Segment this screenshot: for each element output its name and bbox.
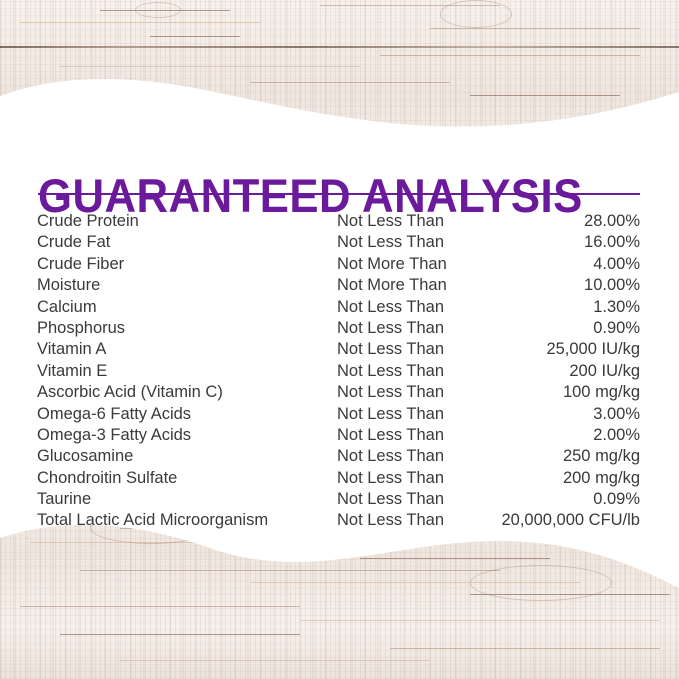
qualifier-label: Not Less Than [337,340,445,359]
table-row: Crude Fat Not Less Than 16.00% [0,232,679,253]
table-row: Total Lactic Acid Microorganism Not Less… [0,510,679,531]
nutrient-label: Total Lactic Acid Microorganism [37,511,269,530]
qualifier-label: Not Less Than [337,361,445,380]
table-row: Moisture Not More Than 10.00% [0,275,679,296]
wood-grain [80,570,500,571]
nutrient-label: Calcium [37,297,97,316]
plank-seam [0,46,679,48]
table-row: Taurine Not Less Than 0.09% [0,489,679,510]
value-label: 0.09% [593,490,640,509]
value-label: 200 mg/kg [562,468,640,487]
qualifier-label: Not Less Than [337,490,445,509]
value-label: 1.30% [593,297,640,316]
qualifier-label: Not Less Than [337,383,445,402]
value-label: 20,000,000 CFU/lb [501,511,640,530]
qualifier-label: Not Less Than [337,425,445,444]
wood-grain [360,558,550,559]
value-label: 0.90% [593,318,640,337]
qualifier-label: Not More Than [337,276,447,295]
wood-knot [135,2,181,18]
wood-grain [40,104,210,105]
nutrient-label: Crude Fiber [37,254,125,273]
nutrient-label: Chondroitin Sulfate [37,468,178,487]
qualifier-label: Not Less Than [337,404,445,423]
wood-grain [390,648,660,649]
wood-grain [60,66,360,67]
table-row: Vitamin A Not Less Than 25,000 IU/kg [0,339,679,360]
wood-knot [470,565,612,601]
nutrient-label: Taurine [37,490,92,509]
table-row: Chondroitin Sulfate Not Less Than 200 mg… [0,468,679,489]
qualifier-label: Not More Than [337,254,447,273]
table-row: Vitamin E Not Less Than 200 IU/kg [0,361,679,382]
wood-grain [300,620,660,621]
wood-knot [440,0,512,28]
value-label: 16.00% [584,233,640,252]
nutrient-label: Ascorbic Acid (Vitamin C) [37,383,223,402]
qualifier-label: Not Less Than [337,468,445,487]
nutrient-label: Vitamin E [37,361,108,380]
title-divider [38,193,640,195]
wood-grain [120,660,430,661]
wood-grain [430,28,640,29]
qualifier-label: Not Less Than [337,297,445,316]
qualifier-label: Not Less Than [337,511,445,530]
value-label: 250 mg/kg [562,447,640,466]
wood-grain [250,82,450,83]
table-row: Calcium Not Less Than 1.30% [0,297,679,318]
table-row: Ascorbic Acid (Vitamin C) Not Less Than … [0,382,679,403]
nutrient-label: Omega-6 Fatty Acids [37,404,192,423]
nutrient-label: Phosphorus [37,318,126,337]
table-row: Phosphorus Not Less Than 0.90% [0,318,679,339]
value-label: 25,000 IU/kg [546,340,640,359]
nutrient-label: Crude Fat [37,233,111,252]
nutrient-label: Vitamin A [37,340,107,359]
nutrient-label: Crude Protein [37,212,139,230]
wood-grain [20,22,260,23]
nutrient-label: Glucosamine [37,447,134,466]
table-row: Omega-6 Fatty Acids Not Less Than 3.00% [0,404,679,425]
value-label: 200 IU/kg [569,361,640,380]
table-row: Crude Fiber Not More Than 4.00% [0,254,679,275]
value-label: 10.00% [584,276,640,295]
nutrient-label: Omega-3 Fatty Acids [37,425,192,444]
wood-grain [150,36,240,37]
value-label: 28.00% [584,212,640,230]
qualifier-label: Not Less Than [337,447,445,466]
wood-grain [30,542,330,543]
nutrient-label: Moisture [37,276,101,295]
wood-grain [320,5,500,6]
page-title: GUARANTEED ANALYSIS [38,169,583,223]
table-row: Crude Protein Not Less Than 28.00% [0,211,679,232]
value-label: 2.00% [593,425,640,444]
wood-grain [20,606,300,607]
value-label: 4.00% [593,254,640,273]
value-label: 100 mg/kg [562,383,640,402]
wood-grain [60,634,300,635]
value-label: 3.00% [593,404,640,423]
table-row: Glucosamine Not Less Than 250 mg/kg [0,446,679,467]
qualifier-label: Not Less Than [337,318,445,337]
qualifier-label: Not Less Than [337,233,445,252]
wood-grain [380,55,640,56]
table-row: Omega-3 Fatty Acids Not Less Than 2.00% [0,425,679,446]
qualifier-label: Not Less Than [337,212,445,230]
guaranteed-analysis-table: Crude Protein Not Less Than 28.00% Crude… [0,211,679,532]
wood-grain [470,95,620,96]
